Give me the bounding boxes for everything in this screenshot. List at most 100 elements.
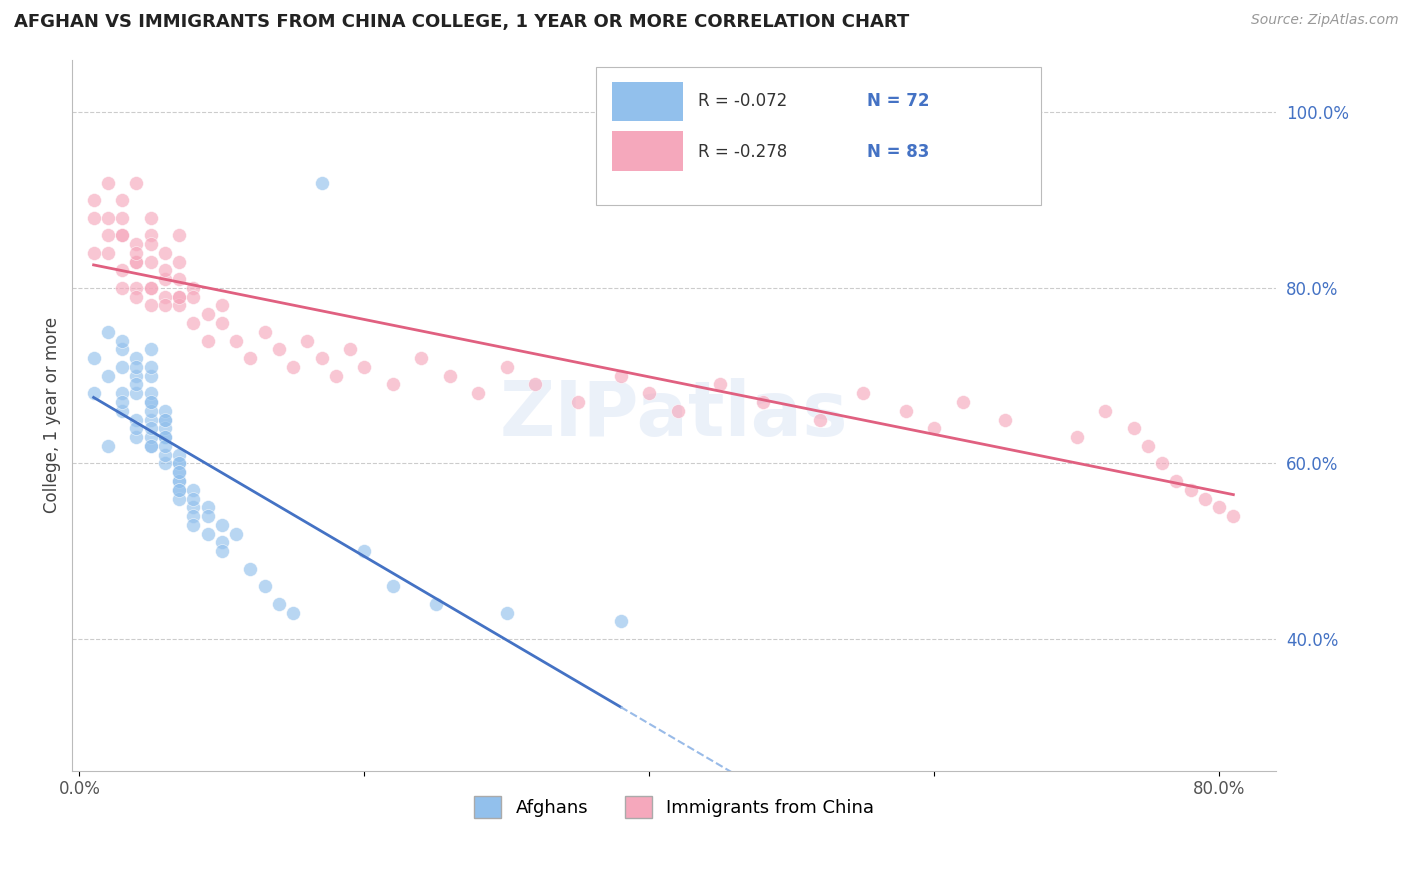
Point [83,193,105,207]
Point [922,421,945,435]
Point [139,281,162,295]
Point [83,386,105,401]
Point [211,535,233,549]
Point [495,359,517,374]
Point [139,368,162,383]
Point [139,395,162,409]
Point [125,254,148,268]
Point [1222,509,1244,524]
Point [253,579,276,593]
Point [111,211,134,225]
Point [1180,483,1202,497]
Point [83,351,105,365]
Text: N = 83: N = 83 [866,143,929,161]
Point [211,517,233,532]
Point [609,368,631,383]
Point [139,439,162,453]
Point [167,290,190,304]
Point [609,615,631,629]
Point [495,606,517,620]
Point [97,228,120,243]
Point [381,377,404,392]
Point [411,351,433,365]
Point [197,500,219,515]
Point [111,281,134,295]
Point [325,368,347,383]
Point [139,228,162,243]
Point [97,439,120,453]
FancyBboxPatch shape [596,67,1042,205]
Point [1122,421,1144,435]
Point [267,597,290,611]
Point [153,430,176,444]
Point [1166,474,1188,488]
Point [153,457,176,471]
Point [153,430,176,444]
Point [239,351,262,365]
Point [167,491,190,506]
Point [125,377,148,392]
Point [183,483,205,497]
Point [225,526,247,541]
Point [994,412,1017,426]
Point [167,483,190,497]
Point [83,211,105,225]
Point [167,298,190,312]
Point [439,368,461,383]
Point [752,395,775,409]
Point [524,377,547,392]
Point [167,448,190,462]
Point [139,395,162,409]
Text: Source: ZipAtlas.com: Source: ZipAtlas.com [1251,13,1399,28]
Point [111,386,134,401]
Point [1066,430,1088,444]
Point [111,343,134,357]
Point [311,351,333,365]
Point [139,430,162,444]
Point [311,176,333,190]
Point [253,325,276,339]
Point [125,359,148,374]
Point [1194,491,1216,506]
Point [211,298,233,312]
Point [125,430,148,444]
Point [153,290,176,304]
Point [125,421,148,435]
Point [139,421,162,435]
Point [638,386,661,401]
Point [153,412,176,426]
Point [125,386,148,401]
Point [97,211,120,225]
Point [111,395,134,409]
Point [1152,457,1174,471]
FancyBboxPatch shape [612,82,682,121]
Point [467,386,489,401]
Point [197,526,219,541]
Point [281,359,304,374]
Point [852,386,875,401]
Point [153,245,176,260]
Point [153,403,176,417]
Point [197,334,219,348]
Point [139,403,162,417]
Point [666,403,689,417]
Point [125,412,148,426]
Point [153,412,176,426]
Point [167,483,190,497]
Point [139,236,162,251]
Point [139,298,162,312]
Point [125,281,148,295]
Point [239,562,262,576]
Point [97,245,120,260]
Point [183,517,205,532]
Point [1094,403,1116,417]
Point [353,359,375,374]
Point [125,368,148,383]
Point [167,474,190,488]
Point [211,316,233,330]
Point [111,403,134,417]
Point [183,290,205,304]
Point [125,236,148,251]
Point [167,474,190,488]
Point [183,316,205,330]
